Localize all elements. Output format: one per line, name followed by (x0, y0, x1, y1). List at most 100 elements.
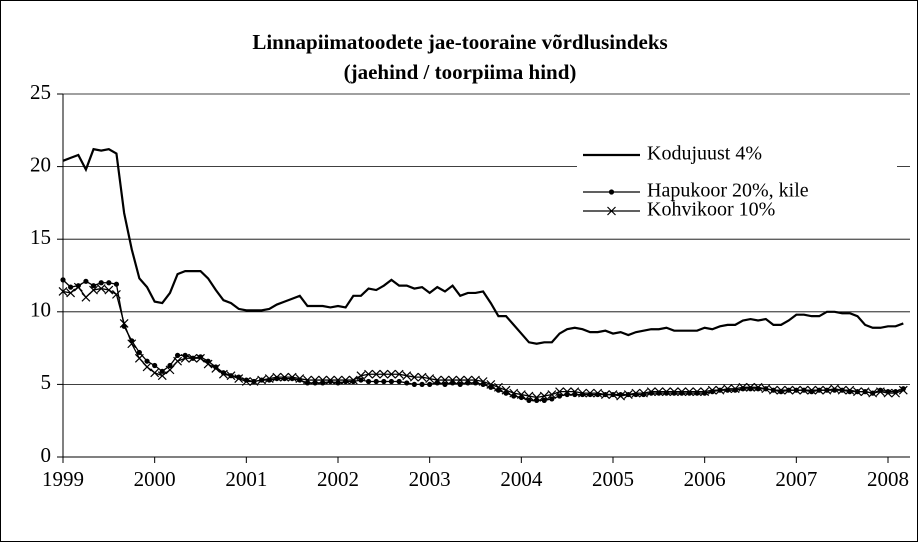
point (356, 371, 366, 381)
point (174, 352, 181, 358)
point (654, 387, 664, 397)
legend-label: Kohvikoor 10% (647, 199, 775, 221)
point (96, 284, 106, 293)
point (211, 364, 221, 373)
point (457, 381, 463, 387)
point (448, 375, 458, 385)
point (404, 380, 410, 386)
point (768, 385, 778, 395)
point (493, 382, 503, 392)
point (165, 365, 175, 375)
point (90, 283, 97, 289)
point (388, 378, 395, 385)
point (341, 375, 351, 385)
point (318, 375, 328, 385)
y-tick-label: 20 (30, 152, 51, 176)
point (180, 353, 190, 363)
point (371, 369, 381, 379)
point (700, 387, 710, 397)
point (677, 387, 687, 397)
point (241, 377, 251, 386)
point (539, 391, 549, 401)
point (167, 362, 173, 369)
point (142, 362, 152, 372)
chart-title: Linnapiimatoodete jae-tooraine võrdlusin… (252, 30, 667, 54)
point (524, 391, 534, 401)
point (81, 292, 91, 302)
point (822, 385, 832, 395)
point (549, 396, 555, 402)
point (623, 390, 633, 399)
point (411, 381, 417, 387)
point (478, 377, 488, 386)
legend-marker (608, 189, 615, 195)
point (600, 390, 610, 399)
legend-box (577, 134, 897, 230)
point (75, 283, 81, 289)
point (348, 375, 358, 385)
point (394, 369, 404, 379)
point (555, 387, 564, 397)
x-tick-label: 2006 (684, 467, 726, 491)
point (325, 375, 335, 385)
point (692, 387, 702, 397)
point (119, 318, 129, 328)
point (60, 277, 66, 283)
point (486, 379, 496, 389)
point (791, 385, 801, 395)
x-tick-label: 2002 (317, 467, 359, 491)
point (753, 382, 763, 392)
point (152, 362, 158, 369)
point (379, 369, 389, 379)
point (662, 387, 671, 397)
legend: Kodujuust 4% Hapukoor 20%, kileKohvikoor … (577, 134, 897, 230)
point (104, 285, 114, 295)
point (868, 388, 878, 398)
point (234, 374, 244, 384)
point (730, 384, 740, 394)
point (249, 377, 259, 386)
point (593, 388, 603, 398)
point (144, 358, 150, 364)
point (526, 397, 532, 403)
chart-subtitle: (jaehind / toorpiima hind) (344, 60, 577, 84)
point (845, 385, 855, 395)
point (532, 393, 542, 402)
point (364, 369, 373, 379)
point (853, 387, 862, 397)
point (68, 284, 74, 290)
point (585, 388, 595, 398)
point (746, 382, 755, 392)
point (295, 374, 305, 384)
point (257, 375, 267, 385)
x-tick-label: 2007 (775, 467, 817, 491)
point (188, 353, 198, 363)
point (150, 368, 160, 378)
point (358, 377, 364, 383)
point (562, 387, 572, 397)
point (264, 374, 274, 384)
point (738, 382, 748, 392)
point (471, 375, 480, 385)
point (134, 353, 144, 363)
point (516, 390, 526, 399)
x-tick-label: 2001 (225, 467, 267, 491)
point (58, 287, 68, 296)
point (814, 385, 824, 395)
point (830, 384, 839, 394)
point (761, 384, 771, 394)
point (365, 378, 372, 385)
point (715, 385, 725, 395)
point (425, 374, 435, 384)
x-tick-label: 2000 (134, 467, 176, 491)
point (419, 381, 425, 387)
point (203, 359, 213, 369)
legend-label: Hapukoor 20%, kile (647, 180, 809, 202)
point (707, 385, 717, 395)
point (409, 372, 419, 382)
y-tick-label: 10 (30, 298, 51, 322)
point (776, 385, 786, 395)
point (898, 385, 908, 395)
